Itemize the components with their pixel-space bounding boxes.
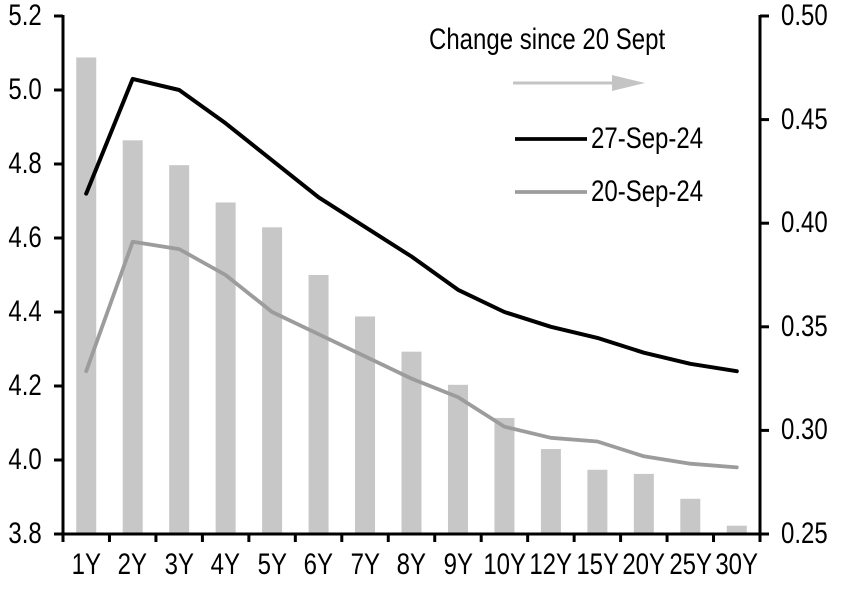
x-axis-tick-label: 15Y <box>552 550 642 580</box>
bar-20Y <box>633 473 654 534</box>
left-axis-tick-label: 5.2 <box>0 1 42 31</box>
x-axis-tick-label-text: 4Y <box>210 548 241 581</box>
right-axis-tick-label-text: 0.50 <box>781 0 828 32</box>
x-axis-tick-label-text: 5Y <box>257 548 287 581</box>
left-axis-tick-label: 4.4 <box>0 297 42 327</box>
x-axis-tick-label: 10Y <box>459 550 549 580</box>
right-axis-tick-label-text: 0.45 <box>781 102 828 136</box>
bar-25Y <box>680 498 701 534</box>
right-axis-tick-label: 0.25 <box>781 519 839 549</box>
bar-8Y <box>401 351 422 534</box>
right-axis-tick-label: 0.40 <box>781 208 839 238</box>
bar-10Y <box>494 417 515 534</box>
x-axis-tick-label: 6Y <box>274 550 364 580</box>
legend-arrow-icon <box>612 75 645 91</box>
x-axis-tick-label-text: 25Y <box>668 548 712 581</box>
left-axis-tick-label-text: 5.0 <box>8 73 42 106</box>
bar-1Y <box>76 57 97 534</box>
bar-15Y <box>587 469 608 534</box>
x-axis-tick-label: 5Y <box>227 550 317 580</box>
bar-2Y <box>122 140 143 534</box>
x-axis-tick-label: 2Y <box>88 550 178 580</box>
bar-30Y <box>726 525 747 534</box>
bar-6Y <box>308 275 329 534</box>
bar-7Y <box>355 316 376 534</box>
line-series-20-Sep-24 <box>84 239 739 470</box>
x-axis-tick-label-text: 9Y <box>443 548 473 581</box>
x-axis-tick-label-text: 30Y <box>715 548 759 581</box>
x-axis-tick-label-text: 20Y <box>622 548 666 581</box>
bar-3Y <box>169 165 190 534</box>
left-axis-tick-label: 4.2 <box>0 371 42 401</box>
right-axis-tick-label-text: 0.35 <box>781 309 828 343</box>
x-axis-tick-label: 9Y <box>413 550 503 580</box>
left-axis-tick-label-text: 5.2 <box>8 0 42 32</box>
x-axis-tick-label: 20Y <box>599 550 689 580</box>
bar-9Y <box>447 384 468 534</box>
right-axis-tick-label: 0.30 <box>781 415 839 445</box>
bar-12Y <box>540 449 561 534</box>
x-axis-tick-label: 3Y <box>134 550 224 580</box>
left-axis-tick-label-text: 4.0 <box>8 443 42 476</box>
x-axis-tick-label-text: 1Y <box>71 548 101 581</box>
x-axis-tick-label: 7Y <box>320 550 410 580</box>
left-axis-tick-label: 4.8 <box>0 149 42 179</box>
x-axis-tick-label: 12Y <box>506 550 596 580</box>
x-axis-tick-label: 8Y <box>367 550 457 580</box>
x-axis-tick-label-text: 3Y <box>164 548 194 581</box>
x-axis-tick-label-text: 10Y <box>483 548 526 581</box>
left-axis-tick-label: 4.0 <box>0 445 42 475</box>
left-axis-tick-label-text: 4.6 <box>8 221 42 254</box>
right-axis-tick-label: 0.35 <box>781 309 839 343</box>
left-axis-tick-label: 4.6 <box>0 223 42 253</box>
x-axis-tick-label: 25Y <box>645 550 735 580</box>
x-axis-tick-label: 4Y <box>181 550 271 580</box>
right-axis-tick-label-text: 0.40 <box>781 206 828 240</box>
x-axis-tick-label-text: 15Y <box>575 548 619 581</box>
bar-4Y <box>215 202 236 535</box>
left-axis-tick-label-text: 4.2 <box>8 369 42 402</box>
right-axis-tick-label: 0.45 <box>781 102 839 136</box>
right-axis-tick-label: 0.50 <box>781 1 839 31</box>
x-axis-tick-label-text: 6Y <box>303 548 334 581</box>
left-axis-tick-label: 3.8 <box>0 519 42 549</box>
x-axis-tick-label: 1Y <box>41 550 131 580</box>
left-axis-tick-label-text: 4.4 <box>8 295 42 328</box>
left-axis-tick-label-text: 4.8 <box>8 147 42 180</box>
x-axis-tick-label: 30Y <box>692 550 782 580</box>
line-series-27-Sep-24 <box>84 76 739 374</box>
right-axis-tick-label-text: 0.25 <box>781 517 828 550</box>
legend-title-text: Change since 20 Sept <box>429 23 666 56</box>
legend-entry-label-20-sep: 20-Sep-24 <box>591 175 704 208</box>
left-axis-tick-label-text: 3.8 <box>8 517 42 550</box>
x-axis-tick-label-text: 7Y <box>350 548 380 581</box>
bar-5Y <box>262 227 283 534</box>
x-axis-tick-label-text: 8Y <box>396 548 427 581</box>
legend-title: Change since 20 Sept <box>429 24 724 56</box>
x-axis-tick-label-text: 12Y <box>529 548 573 581</box>
left-axis-tick-label: 5.0 <box>0 75 42 105</box>
x-axis-tick-label-text: 2Y <box>117 548 148 581</box>
legend-entry-label-27-sep: 27-Sep-24 <box>591 122 704 155</box>
right-axis-tick-label-text: 0.30 <box>781 413 828 447</box>
